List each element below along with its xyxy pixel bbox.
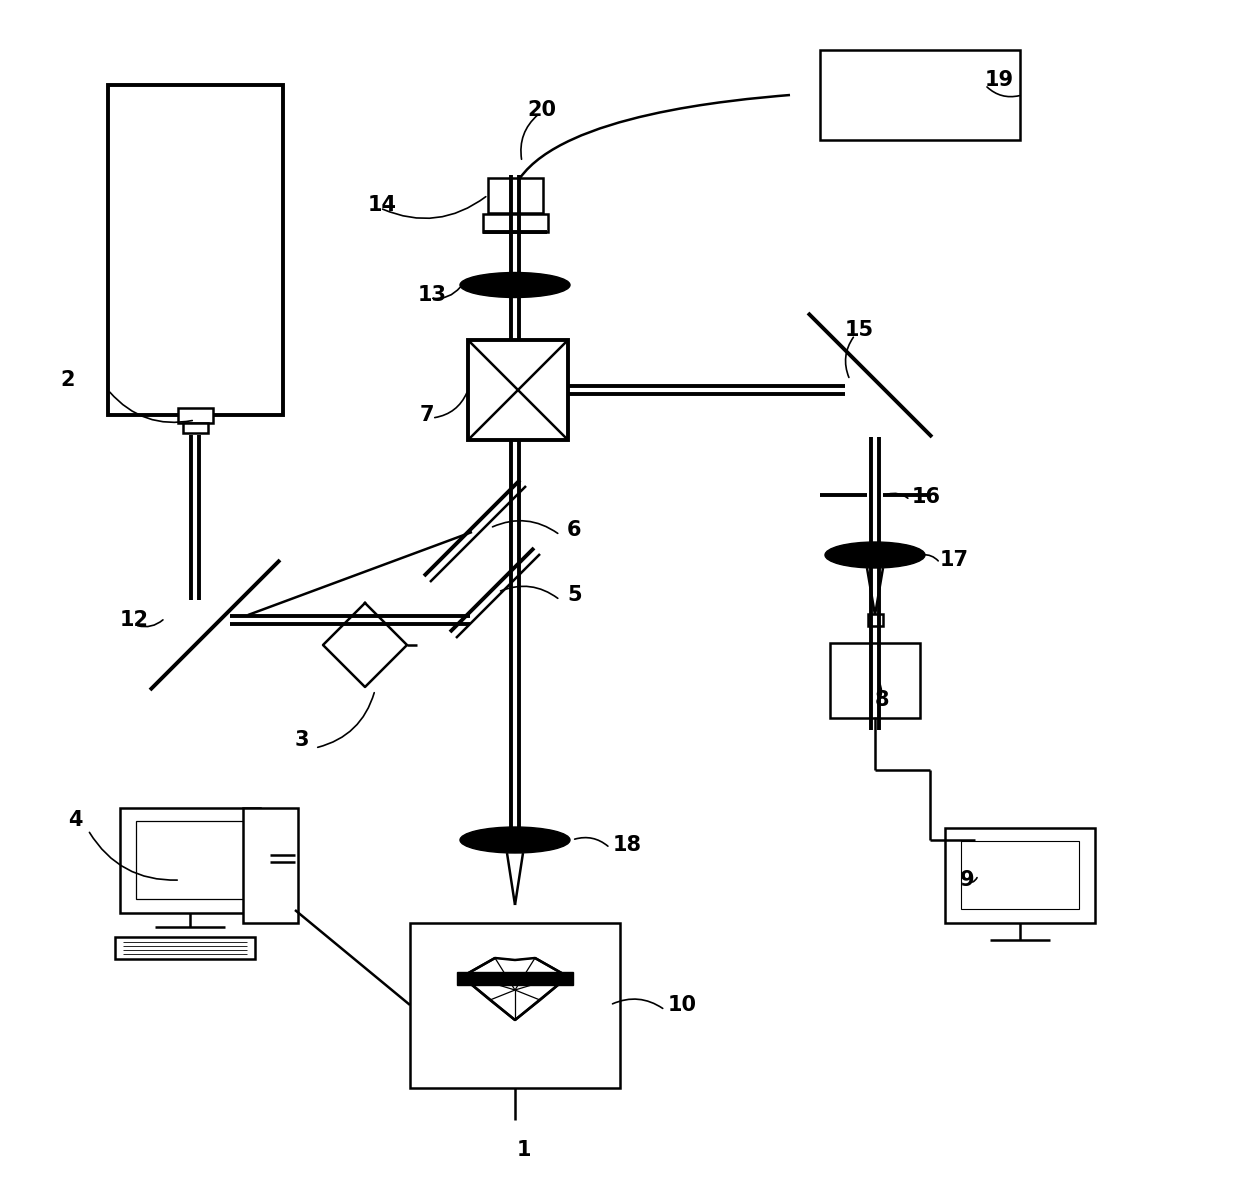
Ellipse shape	[460, 272, 570, 297]
Bar	[410, 923, 620, 1088]
Bar	[115, 937, 255, 959]
Text: 13: 13	[418, 285, 446, 304]
Bar	[482, 214, 548, 232]
Text: 12: 12	[120, 610, 149, 630]
Text: 1: 1	[517, 1140, 532, 1161]
Text: 10: 10	[668, 995, 697, 1015]
Text: 14: 14	[368, 195, 397, 215]
Text: 9: 9	[960, 870, 975, 890]
Bar	[177, 407, 212, 423]
Text: 16: 16	[911, 487, 941, 507]
Bar	[487, 178, 543, 213]
Text: 2: 2	[60, 370, 74, 390]
Ellipse shape	[460, 827, 570, 853]
Bar	[120, 807, 260, 912]
Text: 19: 19	[985, 70, 1014, 90]
Bar	[243, 807, 298, 923]
Text: 4: 4	[68, 810, 83, 830]
Bar	[945, 827, 1095, 923]
Ellipse shape	[825, 542, 925, 568]
Text: 7: 7	[420, 405, 434, 425]
Text: 3: 3	[295, 730, 310, 750]
Text: 8: 8	[875, 690, 889, 710]
Bar	[108, 85, 283, 416]
Text: 5: 5	[567, 585, 582, 605]
Bar	[868, 614, 883, 626]
Bar	[820, 50, 1021, 140]
Text: 15: 15	[844, 320, 874, 340]
Bar	[961, 841, 1079, 909]
Bar	[830, 642, 920, 718]
Bar	[458, 972, 573, 985]
Text: 6: 6	[567, 521, 582, 540]
Bar	[136, 821, 244, 899]
Bar	[467, 340, 568, 441]
Text: 20: 20	[527, 100, 556, 121]
Text: 17: 17	[940, 550, 968, 570]
Bar	[182, 423, 207, 433]
Text: 18: 18	[613, 835, 642, 855]
